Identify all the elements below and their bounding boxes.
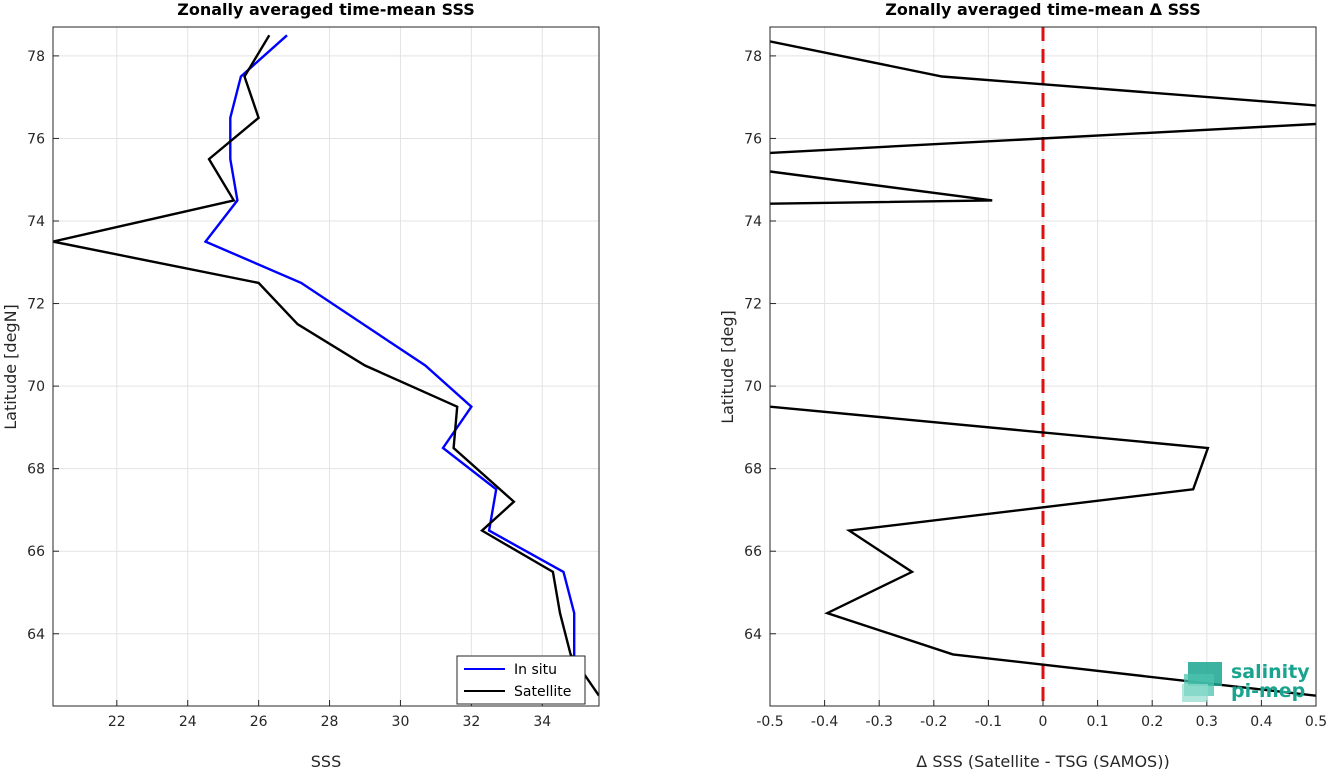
right-x-tick-label: 0.4	[1250, 714, 1272, 730]
right-series-line-0	[770, 40, 1316, 107]
left-y-tick-label: 76	[27, 131, 45, 147]
right-x-tick-label: 0.5	[1305, 714, 1327, 730]
salinity-pi-mep-logo: salinity pi-mep	[1182, 661, 1310, 702]
right-x-axis-label: Δ SSS (Satellite - TSG (SAMOS))	[916, 752, 1169, 769]
right-y-tick-label: 68	[744, 462, 762, 478]
right-x-tick-label: 0	[1039, 714, 1048, 730]
right-x-tick-label: -0.3	[866, 714, 893, 730]
left-grid	[53, 27, 599, 706]
left-y-tick-label: 68	[27, 462, 45, 478]
legend: In situ Satellite	[456, 655, 586, 705]
right-x-tick-label: 0.1	[1086, 714, 1108, 730]
left-y-tick-label: 74	[27, 214, 45, 230]
right-chart: -0.5 -0.4 -0.3 -0.2 -0.1 0 0.1 0.2 0.3 0.4 0.5 64 66…	[718, 0, 1327, 771]
right-y-tick-label: 64	[744, 627, 762, 643]
right-x-tick-label: -0.2	[920, 714, 947, 730]
left-x-tick-label: 28	[321, 714, 339, 730]
right-y-tick-label: 76	[744, 131, 762, 147]
left-y-axis-label: Latitude [degN]	[1, 304, 20, 430]
left-series	[53, 34, 599, 697]
right-y-tick-label: 74	[744, 214, 762, 230]
left-x-tick-label: 30	[392, 714, 410, 730]
logo-line2: pi-mep	[1231, 680, 1305, 702]
left-x-axis-label: SSS	[311, 752, 341, 769]
right-x-tick-label: -0.5	[756, 714, 783, 730]
right-x-tick-label: 0.3	[1196, 714, 1218, 730]
right-chart-title: Zonally averaged time-mean Δ SSS	[885, 0, 1201, 19]
legend-label-satellite: Satellite	[514, 684, 571, 700]
logo-mark-front	[1182, 684, 1208, 702]
left-chart: 22 24 26 28 30 32 34 64 66 68 70 72 74 76 78 Zonally a…	[1, 0, 600, 771]
left-y-tick-label: 72	[27, 297, 45, 313]
right-y-tick-label: 66	[744, 544, 762, 560]
series-line-in-situ	[203, 34, 576, 696]
right-series-line-2	[770, 170, 993, 205]
left-x-tick-label: 22	[108, 714, 126, 730]
right-y-tick-label: 70	[744, 379, 762, 395]
left-x-tick-label: 34	[533, 714, 551, 730]
right-series-line-1	[770, 122, 1316, 155]
left-x-tick-label: 24	[179, 714, 197, 730]
left-chart-title: Zonally averaged time-mean SSS	[177, 0, 475, 19]
right-x-tick-label: -0.4	[811, 714, 838, 730]
left-y-tick-label: 78	[27, 49, 45, 65]
right-y-tick-label: 78	[744, 49, 762, 65]
left-y-tick-label: 64	[27, 627, 45, 643]
left-y-tick-label: 70	[27, 379, 45, 395]
right-ticks: -0.5 -0.4 -0.3 -0.2 -0.1 0 0.1 0.2 0.3 0.4 0.5 64 66…	[744, 49, 1327, 730]
left-axes-frame	[52, 26, 600, 707]
left-x-tick-label: 26	[250, 714, 268, 730]
right-x-tick-label: -0.1	[975, 714, 1002, 730]
right-x-tick-label: 0.2	[1141, 714, 1163, 730]
right-series-line-3	[770, 405, 1316, 697]
right-y-axis-label: Latitude [deg]	[718, 310, 737, 424]
legend-label-in-situ: In situ	[514, 662, 557, 678]
logo-line1: salinity	[1231, 661, 1310, 683]
left-y-tick-label: 66	[27, 544, 45, 560]
right-series	[770, 27, 1316, 706]
left-x-tick-label: 32	[462, 714, 480, 730]
series-line-satellite	[53, 34, 599, 697]
left-ticks: 22 24 26 28 30 32 34 64 66 68 70 72 74 76 78	[27, 49, 551, 730]
legend-box	[456, 655, 586, 705]
right-y-tick-label: 72	[744, 297, 762, 313]
